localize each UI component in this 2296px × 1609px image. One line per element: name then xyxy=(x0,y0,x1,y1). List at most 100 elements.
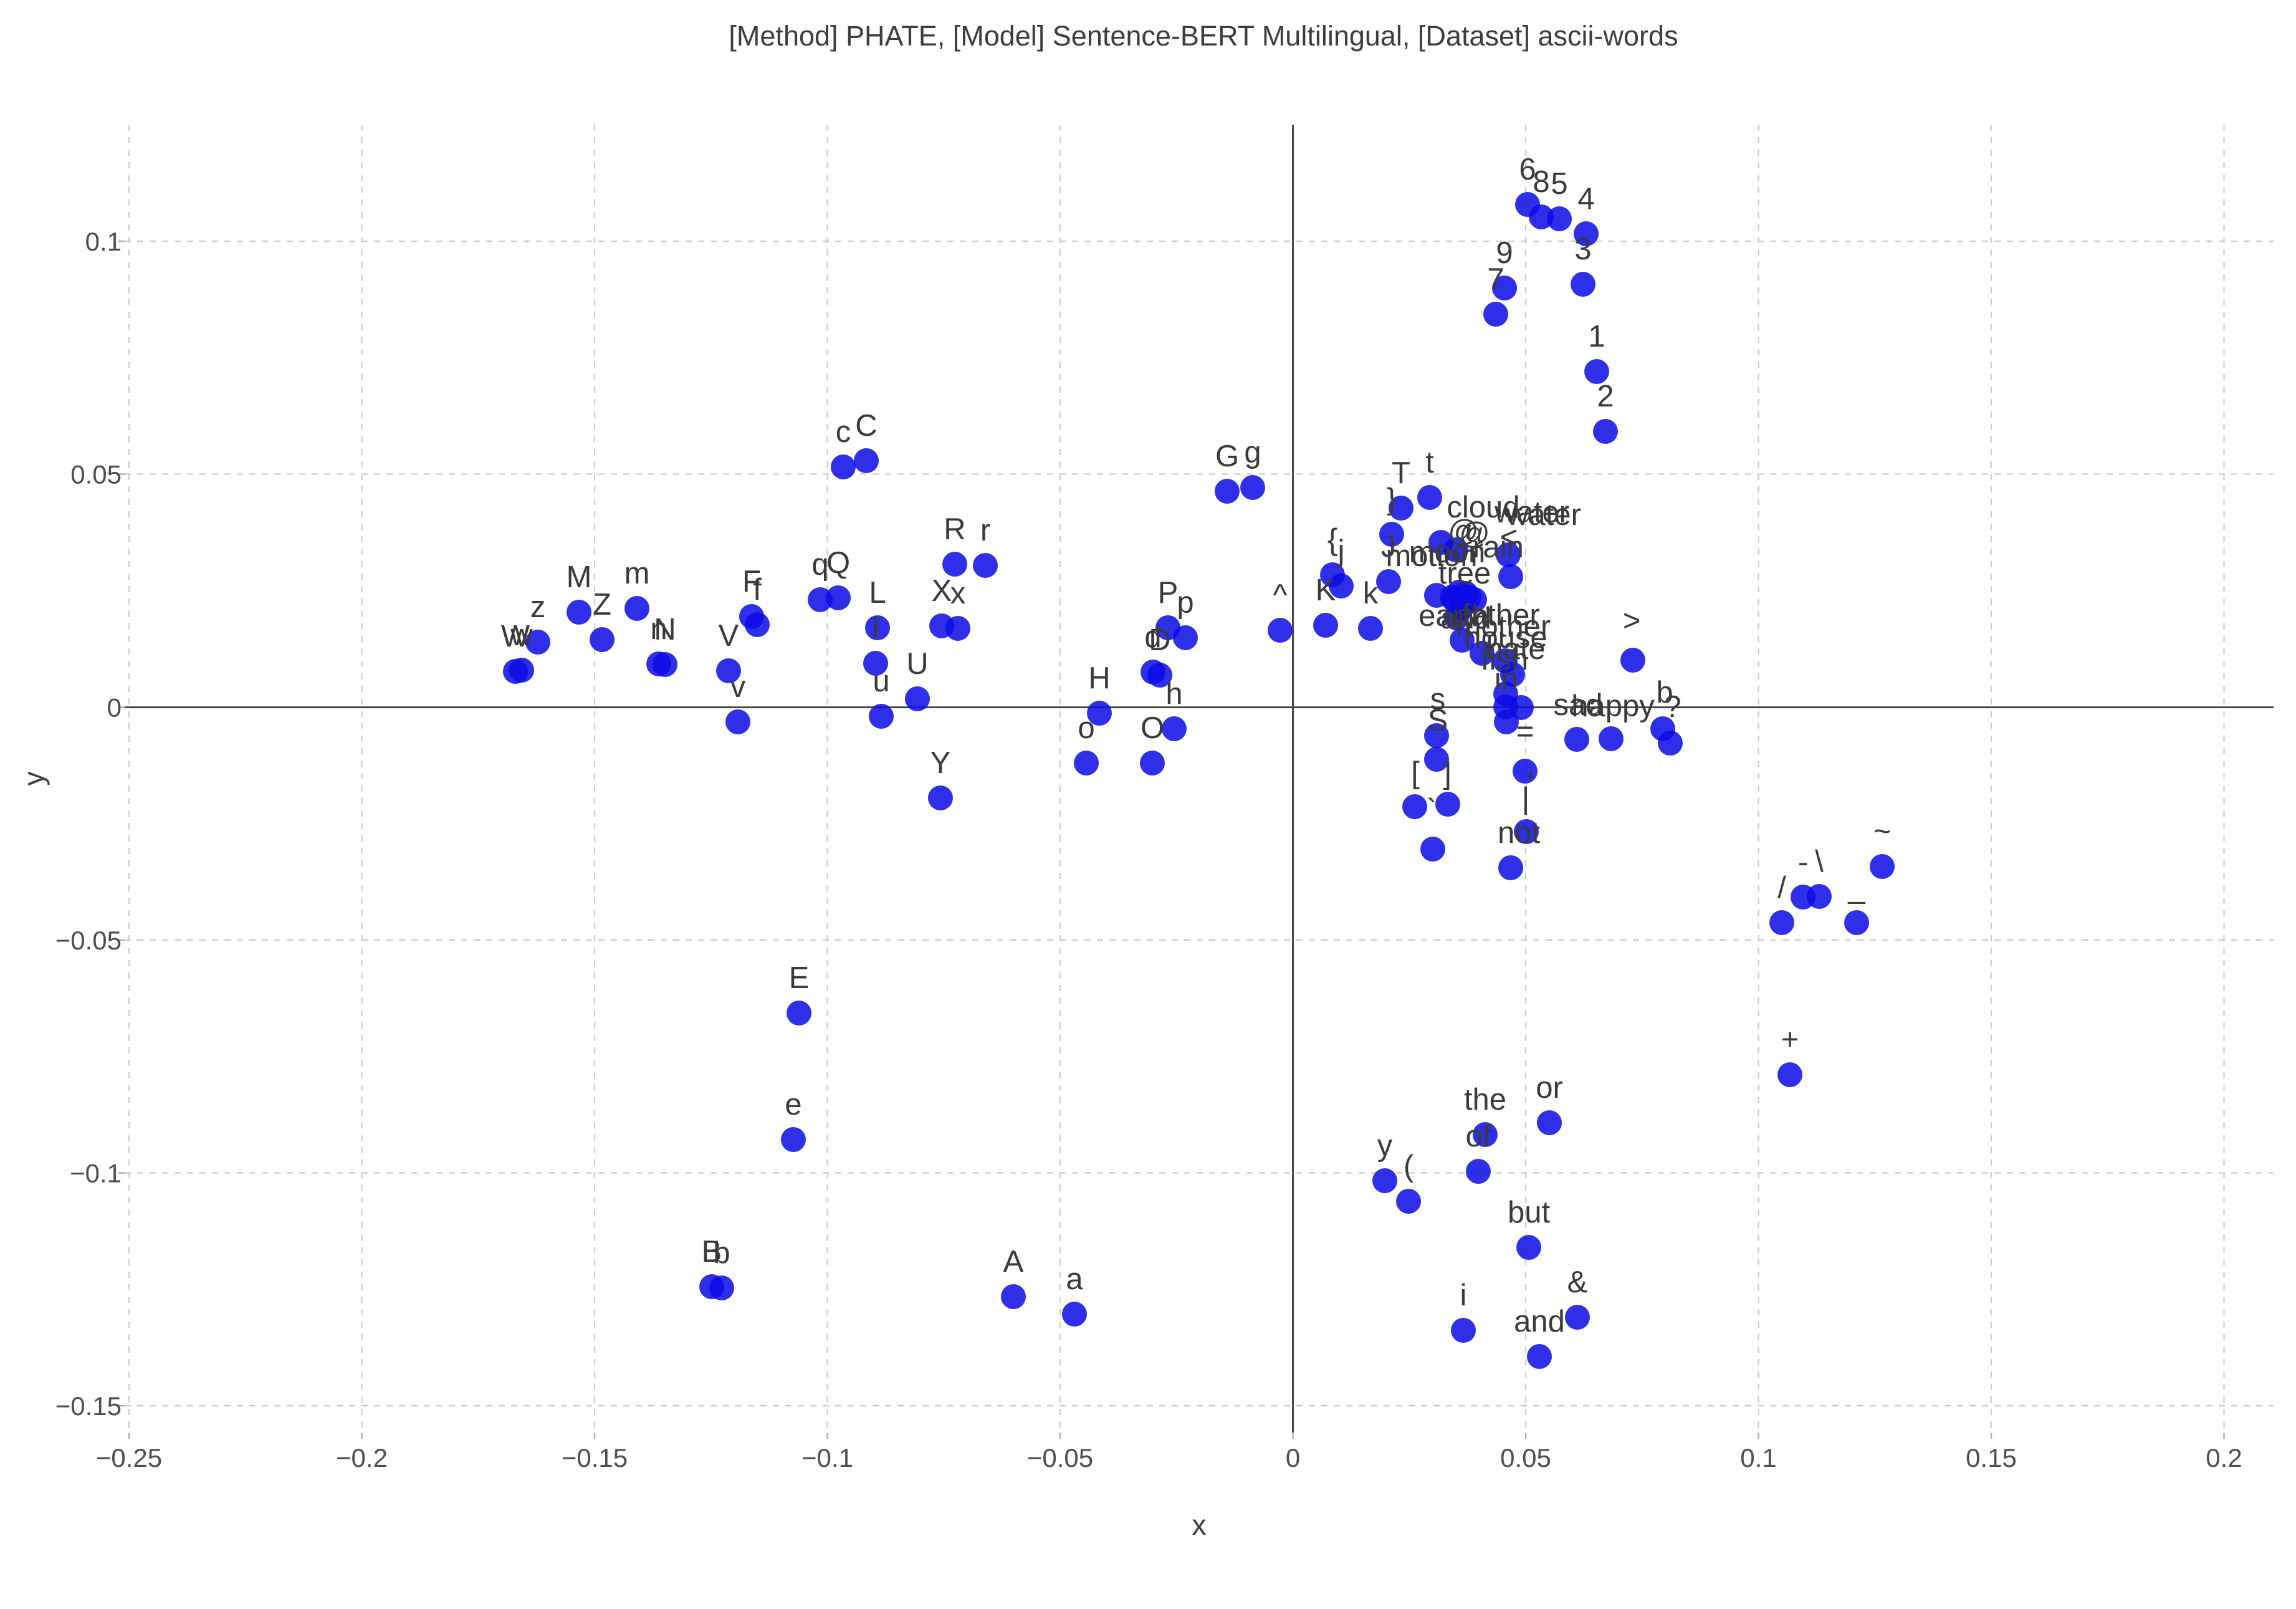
svg-text:v: v xyxy=(730,670,746,704)
svg-text:=: = xyxy=(1516,715,1534,749)
svg-text:e: e xyxy=(785,1088,801,1121)
svg-text:happy: happy xyxy=(1571,689,1655,723)
svg-text:father: father xyxy=(1461,598,1539,632)
svg-text:water: water xyxy=(1494,496,1569,529)
svg-text:m: m xyxy=(624,557,650,590)
svg-text:z: z xyxy=(530,590,546,624)
svg-text:k: k xyxy=(1363,577,1379,610)
svg-text:tree: tree xyxy=(1438,557,1491,590)
svg-text:3: 3 xyxy=(1574,233,1591,266)
svg-text:C: C xyxy=(855,409,877,443)
svg-text:^: ^ xyxy=(1273,579,1288,612)
svg-text:n: n xyxy=(650,612,667,646)
svg-text:F: F xyxy=(742,565,761,598)
svg-text:−0.1: −0.1 xyxy=(801,1443,853,1472)
svg-text:0: 0 xyxy=(1286,1443,1300,1472)
svg-text:B: B xyxy=(702,1235,722,1269)
svg-text:M: M xyxy=(567,560,592,594)
svg-text:`: ` xyxy=(1427,794,1437,827)
svg-text:A: A xyxy=(1003,1245,1024,1279)
svg-text:[Method] PHATE, [Model] Senten: [Method] PHATE, [Model] Sentence-BERT Mu… xyxy=(729,20,1678,52)
svg-text:0.15: 0.15 xyxy=(1966,1443,2017,1472)
svg-text:sad: sad xyxy=(1553,688,1602,722)
svg-text:(: ( xyxy=(1404,1150,1414,1183)
svg-text:T: T xyxy=(1392,456,1410,490)
svg-text:0.2: 0.2 xyxy=(2206,1443,2242,1472)
svg-text:D: D xyxy=(1149,623,1170,657)
svg-text:2: 2 xyxy=(1597,380,1614,413)
svg-text:}: } xyxy=(1387,483,1397,516)
svg-text:y: y xyxy=(17,772,50,786)
svg-text:d: d xyxy=(1144,620,1161,654)
svg-text:−0.05: −0.05 xyxy=(55,926,122,955)
svg-text:of: of xyxy=(1466,1120,1491,1153)
svg-text:p: p xyxy=(1177,586,1193,620)
svg-text:b: b xyxy=(713,1236,730,1270)
svg-text:c: c xyxy=(836,415,851,449)
svg-text:o: o xyxy=(1078,711,1094,745)
svg-text:j: j xyxy=(1337,534,1345,568)
svg-text:+: + xyxy=(1781,1023,1799,1057)
svg-text:]: ] xyxy=(1443,757,1452,790)
svg-text:in: in xyxy=(1495,663,1518,696)
svg-text:S: S xyxy=(1428,704,1448,737)
svg-text:0.1: 0.1 xyxy=(85,227,122,256)
svg-text:O: O xyxy=(1141,711,1164,745)
svg-text:0: 0 xyxy=(107,693,122,723)
svg-text:the: the xyxy=(1464,1083,1506,1117)
svg-text:V: V xyxy=(719,619,739,653)
svg-text:h: h xyxy=(1165,677,1182,711)
svg-text:': ' xyxy=(1528,766,1533,800)
svg-text:Y: Y xyxy=(930,746,951,780)
svg-text:Z: Z xyxy=(593,588,611,622)
svg-text:−0.25: −0.25 xyxy=(96,1443,162,1472)
svg-text:P: P xyxy=(1158,576,1179,610)
svg-text:H: H xyxy=(1088,661,1110,695)
svg-text:l: l xyxy=(873,612,879,645)
svg-text:g: g xyxy=(1244,436,1261,469)
svg-text:G: G xyxy=(1215,439,1239,473)
svg-text:but: but xyxy=(1508,1196,1551,1229)
svg-text:R: R xyxy=(944,512,965,546)
svg-text:?: ? xyxy=(1664,690,1681,724)
svg-text:motion: motion xyxy=(1385,539,1477,573)
svg-text:and: and xyxy=(1440,602,1491,635)
svg-text:<: < xyxy=(1500,521,1518,554)
svg-text:and: and xyxy=(1514,1305,1565,1338)
svg-text:−0.05: −0.05 xyxy=(1027,1443,1093,1472)
svg-text:[: [ xyxy=(1411,756,1420,790)
svg-text:/: / xyxy=(1777,871,1786,905)
svg-text:cloud: cloud xyxy=(1447,491,1519,524)
svg-text:s: s xyxy=(1430,683,1446,716)
svg-text:t: t xyxy=(1425,446,1434,479)
svg-text:or: or xyxy=(1536,1071,1563,1105)
svg-text:{: { xyxy=(1327,523,1337,557)
svg-text:6: 6 xyxy=(1519,153,1536,186)
svg-text:i: i xyxy=(1460,1279,1467,1312)
svg-text:0.05: 0.05 xyxy=(70,460,122,489)
svg-text:&: & xyxy=(1567,1266,1588,1299)
svg-text:W: W xyxy=(501,620,530,653)
svg-text:8: 8 xyxy=(1533,165,1549,199)
svg-text:x: x xyxy=(1192,1509,1207,1541)
svg-text:not: not xyxy=(1498,816,1541,850)
svg-text:J: J xyxy=(1381,530,1397,564)
svg-text:−0.2: −0.2 xyxy=(336,1443,388,1472)
svg-text:\: \ xyxy=(1815,845,1824,878)
svg-text:−0.1: −0.1 xyxy=(70,1159,122,1188)
svg-text:7: 7 xyxy=(1487,262,1504,296)
svg-text:5: 5 xyxy=(1551,167,1567,201)
svg-text:K: K xyxy=(1316,574,1336,607)
svg-text:q: q xyxy=(811,548,828,582)
svg-text:moon: moon xyxy=(1409,536,1486,569)
svg-text:>: > xyxy=(1623,604,1641,638)
svg-text:4: 4 xyxy=(1577,182,1594,216)
svg-text:rain: rain xyxy=(1473,531,1524,564)
svg-text:U: U xyxy=(906,647,928,681)
svg-text:water: water xyxy=(1506,498,1581,532)
svg-text:mother: mother xyxy=(1456,610,1551,643)
svg-text:−0.15: −0.15 xyxy=(55,1391,122,1421)
svg-text:f: f xyxy=(753,573,762,607)
svg-text:b: b xyxy=(1656,676,1673,709)
svg-text:1: 1 xyxy=(1588,320,1605,353)
